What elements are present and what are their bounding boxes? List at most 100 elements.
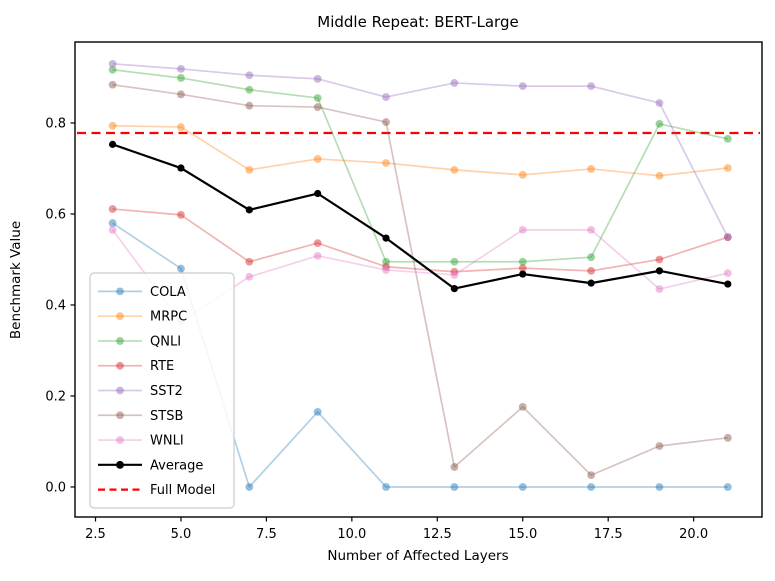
series-marker-cola [518, 483, 527, 491]
series-marker-mrpc [177, 123, 185, 131]
legend-item-sst2: SST2 [98, 384, 183, 399]
series-marker-sst2 [655, 99, 664, 107]
series-marker-stsb [177, 90, 185, 99]
legend-label-average: Average [150, 458, 203, 473]
series-marker-wnli [723, 269, 732, 278]
series-marker-cola [245, 483, 254, 491]
x-axis-label: Number of Affected Layers [327, 548, 508, 564]
series-marker-average [314, 189, 322, 198]
legend-sample-marker-rte [116, 361, 124, 370]
series-marker-sst2 [177, 64, 185, 73]
series-line-qnli [112, 68, 729, 263]
y-tick-label-0.4: 0.4 [45, 298, 66, 313]
x-tick-label-2.5: 2.5 [85, 527, 106, 542]
legend-item-average: Average [98, 458, 203, 473]
series-line-average [112, 143, 729, 290]
series-marker-wnli [655, 285, 664, 293]
series-marker-mrpc [245, 165, 254, 174]
series-marker-rte [518, 264, 527, 273]
series-marker-cola [313, 407, 322, 416]
series-marker-mrpc [518, 170, 527, 179]
legend-item-cola: COLA [98, 285, 186, 300]
legend-sample-marker-cola [116, 287, 124, 296]
series-marker-mrpc [655, 171, 664, 180]
series-marker-qnli [108, 65, 117, 74]
series-marker-wnli [450, 271, 459, 279]
series-marker-sst2 [382, 93, 390, 101]
series-marker-qnli [313, 94, 322, 102]
legend-label-rte: RTE [150, 359, 174, 374]
series-marker-rte [313, 239, 322, 248]
legend-sample-marker-average [116, 460, 124, 469]
series-marker-stsb [655, 442, 664, 450]
series-marker-mrpc [313, 155, 322, 163]
series-marker-wnli [382, 266, 390, 274]
series-marker-average [177, 164, 185, 172]
legend-sample-marker-qnli [116, 337, 124, 345]
series-marker-stsb [723, 433, 732, 442]
legend-label-qnli: QNLI [150, 334, 181, 349]
x-tick-label-17.5: 17.5 [594, 527, 623, 542]
series-marker-qnli [518, 257, 527, 266]
series-marker-average [587, 279, 595, 287]
series-marker-cola [723, 483, 732, 491]
legend-label-sst2: SST2 [150, 384, 183, 399]
series-marker-sst2 [245, 71, 254, 80]
series-marker-stsb [382, 118, 390, 126]
series-marker-sst2 [108, 59, 117, 68]
series-marker-rte [108, 205, 117, 213]
legend-item-stsb: STSB [98, 409, 183, 424]
x-tick-label-12.5: 12.5 [423, 527, 452, 542]
series-marker-qnli [655, 119, 664, 128]
legend-item-full-model: Full Model [98, 483, 215, 498]
legend-sample-marker-mrpc [116, 312, 124, 321]
series-line-rte [112, 208, 729, 273]
legend-label-wnli: WNLI [150, 434, 184, 449]
series-marker-wnli [313, 251, 322, 260]
series-marker-stsb [518, 402, 527, 411]
series-marker-rte [450, 267, 459, 276]
series-marker-stsb [313, 103, 322, 111]
series-marker-stsb [108, 80, 117, 89]
y-tick-label-0.8: 0.8 [45, 116, 66, 131]
series-line-stsb [112, 83, 728, 476]
series-marker-qnli [723, 135, 732, 143]
series-marker-sst2 [723, 233, 732, 242]
series-marker-cola [177, 264, 185, 273]
x-tick-label-20.0: 20.0 [679, 527, 708, 542]
series-marker-qnli [245, 85, 254, 94]
series-marker-cola [587, 483, 596, 491]
series-marker-mrpc [450, 165, 459, 174]
legend-item-qnli: QNLI [98, 334, 181, 349]
series-marker-sst2 [518, 82, 527, 91]
legend-sample-marker-wnli [116, 436, 124, 444]
x-tick-label-5.0: 5.0 [171, 527, 192, 542]
plot-frame [74, 41, 763, 518]
series-line-sst2 [112, 62, 729, 238]
series-marker-average [655, 267, 664, 275]
series-marker-average [245, 206, 253, 214]
series-marker-rte [245, 257, 254, 266]
legend-sample-marker-sst2 [116, 386, 124, 395]
x-tick-label-15.0: 15.0 [508, 527, 537, 542]
legend-item-wnli: WNLI [98, 434, 184, 449]
legend-sample-marker-stsb [116, 411, 124, 420]
series-marker-wnli [108, 226, 117, 234]
series-marker-rte [655, 255, 664, 264]
series-marker-qnli [177, 74, 185, 82]
series-marker-rte [382, 262, 390, 271]
series-marker-stsb [245, 101, 254, 110]
series-marker-cola [450, 483, 459, 491]
series-marker-rte [177, 210, 185, 219]
series-marker-cola [655, 483, 664, 491]
series-marker-stsb [587, 471, 596, 480]
x-tick-label-10.0: 10.0 [337, 527, 366, 542]
series-marker-rte [587, 266, 596, 275]
series-marker-mrpc [108, 121, 117, 130]
series-marker-average [724, 280, 732, 288]
chart-title: Middle Repeat: BERT-Large [317, 13, 518, 31]
series-marker-average [450, 284, 458, 293]
series-marker-wnli [518, 226, 527, 234]
